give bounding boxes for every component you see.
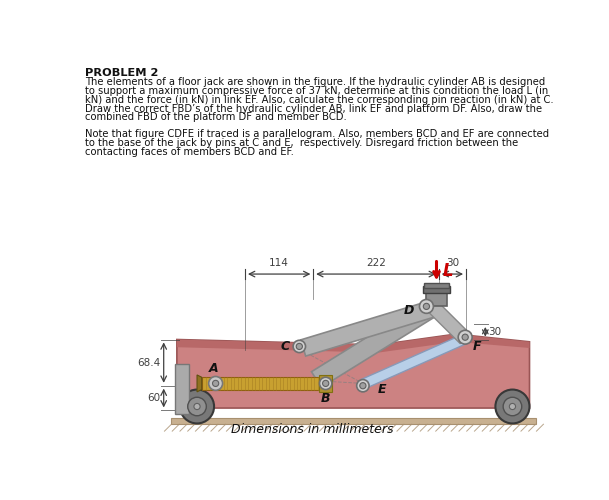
Polygon shape	[197, 375, 202, 392]
Text: The elements of a floor jack are shown in the figure. If the hydraulic cylinder : The elements of a floor jack are shown i…	[85, 77, 546, 87]
Text: C: C	[281, 340, 290, 353]
Circle shape	[296, 344, 303, 349]
Text: L: L	[443, 262, 453, 280]
Polygon shape	[426, 290, 446, 306]
Text: E: E	[378, 383, 387, 396]
Text: 68.4: 68.4	[138, 358, 161, 368]
Text: combined FBD of the platform DF and member BCD.: combined FBD of the platform DF and memb…	[85, 112, 347, 122]
Circle shape	[209, 376, 223, 390]
Circle shape	[323, 380, 329, 386]
Polygon shape	[423, 286, 451, 292]
Text: 30: 30	[446, 258, 459, 268]
Text: to the base of the jack by pins at C and E,  respectively. Disregard friction be: to the base of the jack by pins at C and…	[85, 138, 519, 148]
Text: B: B	[321, 392, 331, 406]
Polygon shape	[202, 377, 329, 390]
Text: contacting faces of members BCD and EF.: contacting faces of members BCD and EF.	[85, 146, 294, 156]
Text: kN) and the force (in kN) in link EF. Also, calculate the corresponding pin reac: kN) and the force (in kN) in link EF. Al…	[85, 94, 554, 104]
Polygon shape	[311, 298, 439, 388]
Circle shape	[503, 398, 522, 415]
Polygon shape	[175, 364, 189, 414]
Text: PROBLEM 2: PROBLEM 2	[85, 68, 159, 78]
Circle shape	[360, 382, 366, 389]
Circle shape	[180, 390, 214, 424]
Text: 30: 30	[488, 327, 502, 337]
Text: Draw the correct FBD’s of the hydraulic cylinder AB, link EF and platform DF. Al: Draw the correct FBD’s of the hydraulic …	[85, 104, 543, 114]
Text: A: A	[209, 362, 219, 374]
Text: Note that figure CDFE if traced is a parallelogram. Also, members BCD and EF are: Note that figure CDFE if traced is a par…	[85, 129, 549, 139]
Circle shape	[509, 404, 516, 409]
Circle shape	[213, 380, 219, 386]
Text: D: D	[404, 304, 415, 317]
Circle shape	[458, 330, 472, 344]
Text: Dimensions in millimeters: Dimensions in millimeters	[231, 423, 394, 436]
Circle shape	[462, 334, 468, 340]
Circle shape	[194, 404, 200, 409]
Text: 222: 222	[366, 258, 386, 268]
Polygon shape	[428, 302, 470, 344]
Polygon shape	[361, 334, 467, 388]
Circle shape	[320, 377, 332, 390]
Text: F: F	[473, 340, 481, 353]
Circle shape	[357, 380, 369, 392]
Polygon shape	[301, 298, 443, 356]
Polygon shape	[177, 334, 529, 352]
Circle shape	[293, 340, 306, 352]
Polygon shape	[319, 375, 332, 392]
Text: 114: 114	[269, 258, 289, 268]
Polygon shape	[424, 284, 449, 288]
Text: 60: 60	[147, 393, 161, 403]
Circle shape	[188, 398, 206, 415]
Polygon shape	[177, 334, 529, 408]
Circle shape	[420, 300, 434, 314]
Polygon shape	[172, 418, 536, 424]
Circle shape	[423, 304, 429, 310]
Circle shape	[495, 390, 529, 424]
Text: to support a maximum compressive force of 37 kN, determine at this condition the: to support a maximum compressive force o…	[85, 86, 549, 96]
